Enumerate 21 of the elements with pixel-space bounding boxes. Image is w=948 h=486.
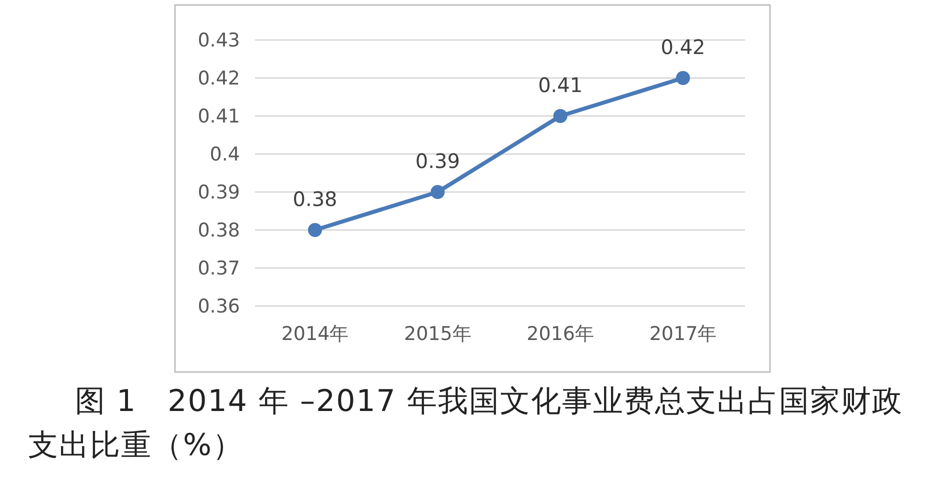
y-tick-label: 0.42 — [198, 68, 240, 90]
x-tick-label: 2015年 — [404, 323, 472, 345]
point — [676, 71, 690, 85]
y-tick-label: 0.43 — [198, 30, 240, 52]
y-tick-label: 0.4 — [210, 144, 240, 166]
data-label: 0.39 — [415, 149, 460, 173]
point — [430, 185, 445, 199]
caption: 图 1 2014 年 –2017 年我国文化事业费总支出占国家财政支出比重（%） — [28, 383, 904, 465]
y-tick-label: 0.39 — [198, 182, 240, 204]
x-tick-label: 2017年 — [649, 323, 717, 345]
point — [553, 109, 568, 123]
x-tick-label: 2016年 — [526, 323, 594, 345]
y-tick-label: 0.36 — [198, 296, 240, 318]
y-tick-label: 0.37 — [198, 258, 240, 280]
data-label: 0.38 — [292, 187, 338, 211]
y-tick-label: 0.38 — [198, 220, 240, 242]
point — [308, 223, 322, 237]
x-tick-label: 2014年 — [281, 323, 349, 345]
y-tick-label: 0.41 — [198, 106, 240, 128]
data-label: 0.42 — [660, 35, 706, 59]
data-label: 0.41 — [538, 73, 583, 97]
